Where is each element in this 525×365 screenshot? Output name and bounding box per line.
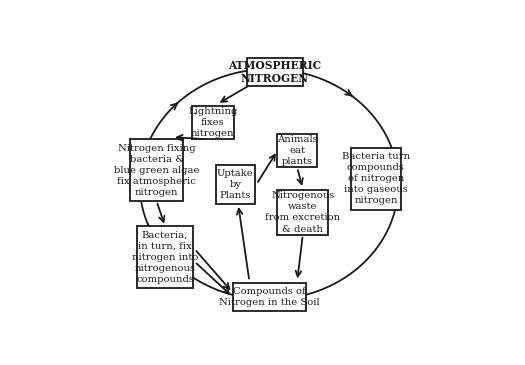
Text: ATMOSPHERIC
NITROGEN: ATMOSPHERIC NITROGEN [228,59,321,84]
FancyBboxPatch shape [216,165,255,204]
FancyBboxPatch shape [351,148,401,210]
FancyBboxPatch shape [137,226,193,288]
FancyBboxPatch shape [130,139,183,201]
FancyBboxPatch shape [233,283,306,311]
Text: Nitrogen fixing
bacteria &
blue green algae
fix atmospheric
nitrogen: Nitrogen fixing bacteria & blue green al… [114,143,200,197]
Text: Lightning
fixes
nitrogen: Lightning fixes nitrogen [188,107,237,138]
Text: Bacteria,
in turn, fix
nitrogen into
nitrogenous
compounds: Bacteria, in turn, fix nitrogen into nit… [132,231,198,284]
Text: Compounds of
Nitrogen in the Soil: Compounds of Nitrogen in the Soil [219,287,319,307]
Text: Uptake
by
Plants: Uptake by Plants [217,169,254,200]
FancyBboxPatch shape [278,134,317,168]
FancyBboxPatch shape [247,58,303,86]
Text: Bacteria turn
compounds
of nitrogen
into gaseous
nitrogen: Bacteria turn compounds of nitrogen into… [342,152,410,205]
FancyBboxPatch shape [278,190,328,235]
Text: Nitrogenous
waste
from excretion
& death: Nitrogenous waste from excretion & death [265,191,340,234]
Text: Animals
eat
plants: Animals eat plants [277,135,318,166]
FancyBboxPatch shape [192,105,234,139]
